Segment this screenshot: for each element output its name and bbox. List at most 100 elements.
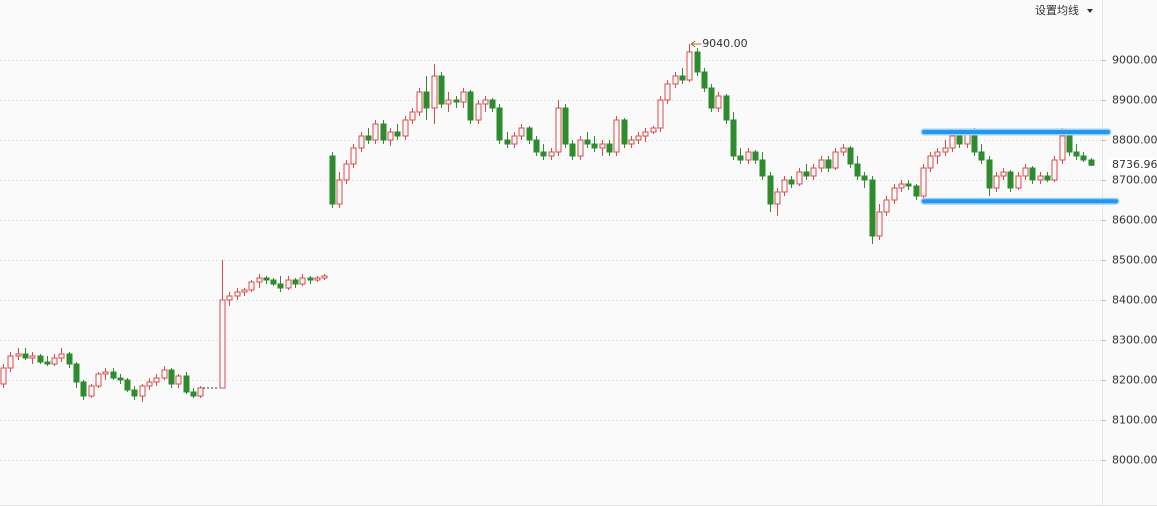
candle-body	[241, 289, 248, 293]
plot-area	[0, 0, 1102, 505]
y-tick-label: 8700.00	[1112, 174, 1157, 187]
candle-body	[978, 151, 985, 161]
ma-menu[interactable]: 设置均线	[1035, 3, 1093, 17]
candle-body	[664, 83, 671, 101]
candle-body	[190, 391, 197, 397]
candle-body	[168, 369, 175, 385]
candle-body	[73, 363, 80, 383]
candle-body	[701, 71, 708, 89]
candle-body	[934, 151, 941, 157]
candle-body	[409, 111, 416, 121]
candle-body	[248, 281, 255, 291]
candle-body	[796, 171, 803, 185]
candle-body	[511, 135, 518, 145]
candle-body	[971, 133, 978, 153]
candle-body	[102, 371, 109, 375]
candle-body	[336, 179, 343, 205]
candle-body	[51, 357, 58, 365]
candle-body	[642, 131, 649, 137]
candle-body	[153, 377, 160, 383]
candle-body	[1066, 135, 1073, 153]
candle-body	[453, 99, 460, 103]
candle-body	[869, 179, 876, 237]
y-tick-label: 9000.00	[1112, 54, 1157, 67]
candle-body	[29, 355, 36, 359]
candle-body	[686, 51, 693, 81]
candle-body	[526, 127, 533, 141]
candle-body	[854, 163, 861, 177]
candle-body	[219, 299, 226, 389]
candle-body	[606, 143, 613, 153]
candle-body	[292, 279, 299, 285]
candle-body	[752, 151, 759, 161]
candle-body	[438, 75, 445, 105]
candle-body	[175, 375, 182, 385]
candle-body	[621, 119, 628, 145]
candle-body	[110, 371, 117, 379]
candle-body	[810, 167, 817, 177]
candle-body	[876, 211, 883, 237]
candle-body	[183, 375, 190, 393]
candle-body	[628, 139, 635, 145]
candle-body	[445, 99, 452, 105]
candle-body	[380, 123, 387, 141]
candle-body	[569, 143, 576, 157]
candle-body	[861, 175, 868, 181]
candle-body	[993, 175, 1000, 189]
candle-body	[88, 385, 95, 397]
candle-body	[825, 159, 832, 169]
candle-body	[329, 155, 336, 205]
candle-body	[131, 389, 138, 397]
candle-body	[489, 99, 496, 109]
candle-body	[803, 171, 810, 177]
candle-body	[1044, 175, 1051, 181]
candle-body	[1088, 159, 1095, 166]
candle-body	[949, 135, 956, 149]
candle-body	[1029, 167, 1036, 181]
candle-body	[66, 353, 73, 365]
peak-arrow-head	[690, 40, 696, 48]
candle-body	[555, 107, 562, 153]
candle-body	[781, 179, 788, 193]
candle-body	[913, 185, 920, 197]
candle-body	[533, 139, 540, 153]
candle-body	[788, 179, 795, 185]
candle-body	[117, 377, 124, 381]
candle-body	[467, 91, 474, 121]
candle-body	[956, 135, 963, 145]
candle-body	[898, 183, 905, 189]
candle-body	[197, 387, 204, 397]
candle-body	[256, 277, 263, 283]
candle-body	[226, 295, 233, 301]
candle-body	[37, 355, 44, 363]
y-tick-label: 8300.00	[1112, 334, 1157, 347]
candle-body	[694, 51, 701, 73]
candle-body	[423, 91, 430, 109]
candle-body	[927, 155, 934, 169]
candle-body	[540, 151, 547, 157]
candle-body	[343, 163, 350, 181]
candle-body	[1037, 175, 1044, 181]
candle-body	[672, 75, 679, 85]
candle-body	[277, 283, 284, 289]
candle-body	[1059, 135, 1066, 161]
candle-body	[832, 151, 839, 169]
last-price-label: 8736.96	[1112, 158, 1157, 171]
candle-body	[314, 277, 321, 281]
y-tick-label: 8100.00	[1112, 414, 1157, 427]
candle-body	[58, 353, 65, 359]
candle-body	[1073, 151, 1080, 157]
y-tick-label: 8600.00	[1112, 214, 1157, 227]
candle-body	[767, 175, 774, 205]
candle-body	[139, 385, 146, 397]
candle-body	[730, 119, 737, 157]
candle-body	[0, 367, 7, 385]
candle-body	[635, 135, 642, 141]
candle-body	[737, 155, 744, 161]
dropdown-caret	[1087, 9, 1093, 13]
candle-body	[44, 361, 51, 365]
y-tick-label: 8800.00	[1112, 134, 1157, 147]
candle-body	[745, 151, 752, 161]
ma-menu-label[interactable]: 设置均线	[1035, 3, 1079, 17]
